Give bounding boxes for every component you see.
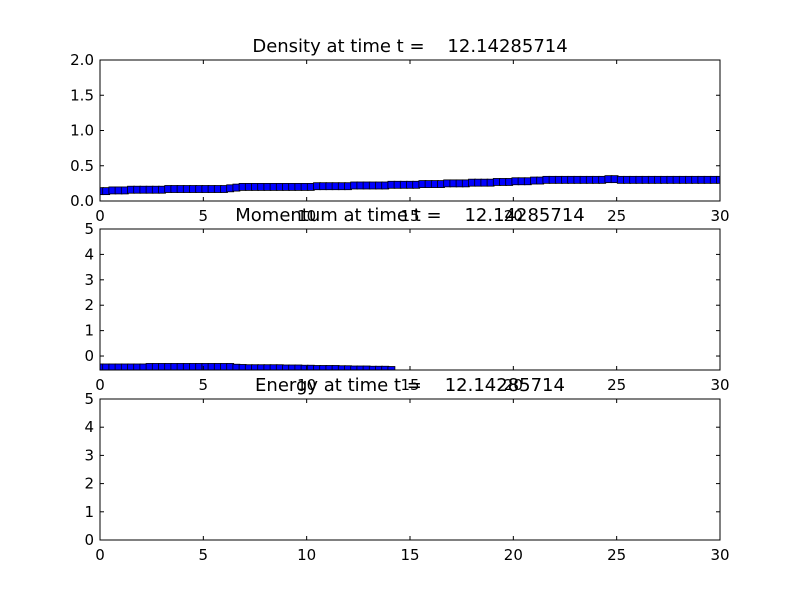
- density-x-tick-label: 0: [95, 207, 105, 225]
- momentum-y-tick-label: 3: [84, 271, 94, 289]
- density-x-tick-label: 10: [297, 207, 316, 225]
- density-panel: 0 5 10 15 20 25 30 0.0 0.5 1.0 1.5 2.0 Density at ti…: [70, 36, 729, 225]
- momentum-x-tick-label: 0: [95, 376, 105, 394]
- momentum-y-tick-label: 4: [84, 245, 94, 263]
- density-data-point: [716, 175, 720, 184]
- density-y-tick-label: 0.0: [70, 192, 94, 210]
- momentum-y-tick-label: 5: [84, 220, 94, 238]
- energy-x-tick-label: 25: [607, 546, 626, 564]
- density-y-tick-label: 2.0: [70, 51, 94, 69]
- density-x-tick-label: 5: [199, 207, 209, 225]
- density-x-tick-label: 20: [504, 207, 523, 225]
- density-x-tick-label: 25: [607, 207, 626, 225]
- energy-y-tick-label: 0: [84, 531, 94, 549]
- momentum-data-point: [387, 366, 396, 370]
- energy-y-tick-label: 2: [84, 475, 94, 493]
- momentum-x-tick-label: 20: [504, 376, 523, 394]
- energy-x-tick-label: 20: [504, 546, 523, 564]
- energy-y-tick-label: 1: [84, 503, 94, 521]
- energy-title: Energy at time t = 12.14285714: [255, 375, 565, 396]
- density-y-tick-label: 0.5: [70, 157, 94, 175]
- momentum-x-tick-label: 5: [199, 376, 209, 394]
- momentum-x-tick-label: 15: [400, 376, 419, 394]
- density-title: Density at time t = 12.14285714: [252, 36, 567, 57]
- density-y-tick-label: 1.0: [70, 122, 94, 140]
- momentum-y-tick-label: 1: [84, 322, 94, 340]
- momentum-x-tick-label: 10: [297, 376, 316, 394]
- energy-y-tick-label: 4: [84, 418, 94, 436]
- momentum-x-tick-label: 25: [607, 376, 626, 394]
- density-markers: [100, 175, 720, 196]
- momentum-y-tick-label: 0: [84, 347, 94, 365]
- energy-y-tick-label: 3: [84, 446, 94, 464]
- momentum-y-tick-label: 2: [84, 296, 94, 314]
- energy-x-tick-label: 30: [710, 546, 729, 564]
- energy-x-tick-label: 5: [199, 546, 209, 564]
- momentum-title: Momentum at time t = 12.14285714: [235, 205, 584, 226]
- energy-x-tick-label: 15: [400, 546, 419, 564]
- energy-y-tick-label: 5: [84, 390, 94, 408]
- energy-x-tick-label: 10: [297, 546, 316, 564]
- density-x-tick-label: 30: [710, 207, 729, 225]
- density-y-tick-label: 1.5: [70, 86, 94, 104]
- density-x-tick-label: 15: [400, 207, 419, 225]
- energy-x-tick-label: 0: [95, 546, 105, 564]
- momentum-markers: [100, 363, 396, 370]
- momentum-x-tick-label: 30: [710, 376, 729, 394]
